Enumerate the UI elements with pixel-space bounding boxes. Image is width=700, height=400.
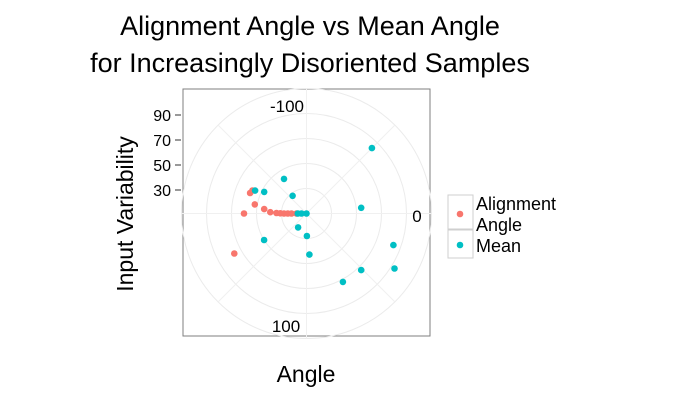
angle-tick-neg100: -100 bbox=[270, 97, 304, 116]
legend-swatch-mean bbox=[456, 241, 464, 249]
mean-point-15 bbox=[390, 241, 397, 249]
chart-title-line-2: for Increasingly Disoriented Samples bbox=[90, 48, 530, 78]
radius-tick-30: 30 bbox=[153, 183, 171, 200]
mean-point-14 bbox=[368, 144, 376, 152]
legend: Alignment Angle Mean bbox=[447, 194, 556, 259]
alignment-angle-point-11 bbox=[231, 250, 238, 257]
alignment-angle-point-2 bbox=[251, 201, 259, 208]
radius-tick-50: 50 bbox=[153, 158, 171, 175]
legend-label-alignment-line-2: Angle bbox=[476, 215, 522, 235]
legend-label-mean: Mean bbox=[476, 236, 521, 256]
angle-tick-100: 100 bbox=[272, 317, 300, 336]
mean-point-3 bbox=[289, 192, 296, 200]
angle-tick-0: 0 bbox=[412, 207, 421, 226]
mean-point-16 bbox=[391, 265, 398, 272]
radius-tick-marks bbox=[175, 114, 181, 191]
alignment-angle-point-4 bbox=[267, 208, 274, 216]
chart-title-line-1: Alignment Angle vs Mean Angle bbox=[120, 11, 500, 41]
mean-point-12 bbox=[357, 266, 365, 274]
mean-point-2 bbox=[294, 210, 302, 217]
mean-point-5 bbox=[260, 188, 268, 196]
legend-swatch-alignment bbox=[456, 210, 464, 218]
polar-grid bbox=[181, 88, 432, 339]
grid-spoke bbox=[217, 213, 307, 303]
x-axis-title: Angle bbox=[277, 361, 336, 387]
alignment-angle-point-9 bbox=[288, 210, 295, 217]
y-axis-title: Input Variability bbox=[112, 136, 138, 292]
mean-point-6 bbox=[251, 187, 259, 194]
mean-point-9 bbox=[303, 232, 311, 240]
legend-label-alignment-line-1: Alignment bbox=[476, 194, 556, 214]
grid-spoke bbox=[306, 124, 396, 214]
alignment-angle-point-0 bbox=[240, 210, 248, 217]
radius-tick-90: 90 bbox=[153, 108, 171, 125]
mean-point-4 bbox=[280, 175, 288, 183]
mean-point-13 bbox=[357, 204, 365, 212]
radius-tick-70: 70 bbox=[153, 133, 171, 150]
mean-point-7 bbox=[260, 236, 268, 244]
mean-point-10 bbox=[306, 251, 313, 258]
mean-point-0 bbox=[303, 210, 310, 217]
mean-point-8 bbox=[294, 224, 302, 231]
alignment-angle-point-3 bbox=[260, 205, 268, 213]
grid-spoke bbox=[306, 213, 396, 303]
data-points bbox=[231, 144, 398, 286]
mean-point-11 bbox=[339, 278, 347, 286]
